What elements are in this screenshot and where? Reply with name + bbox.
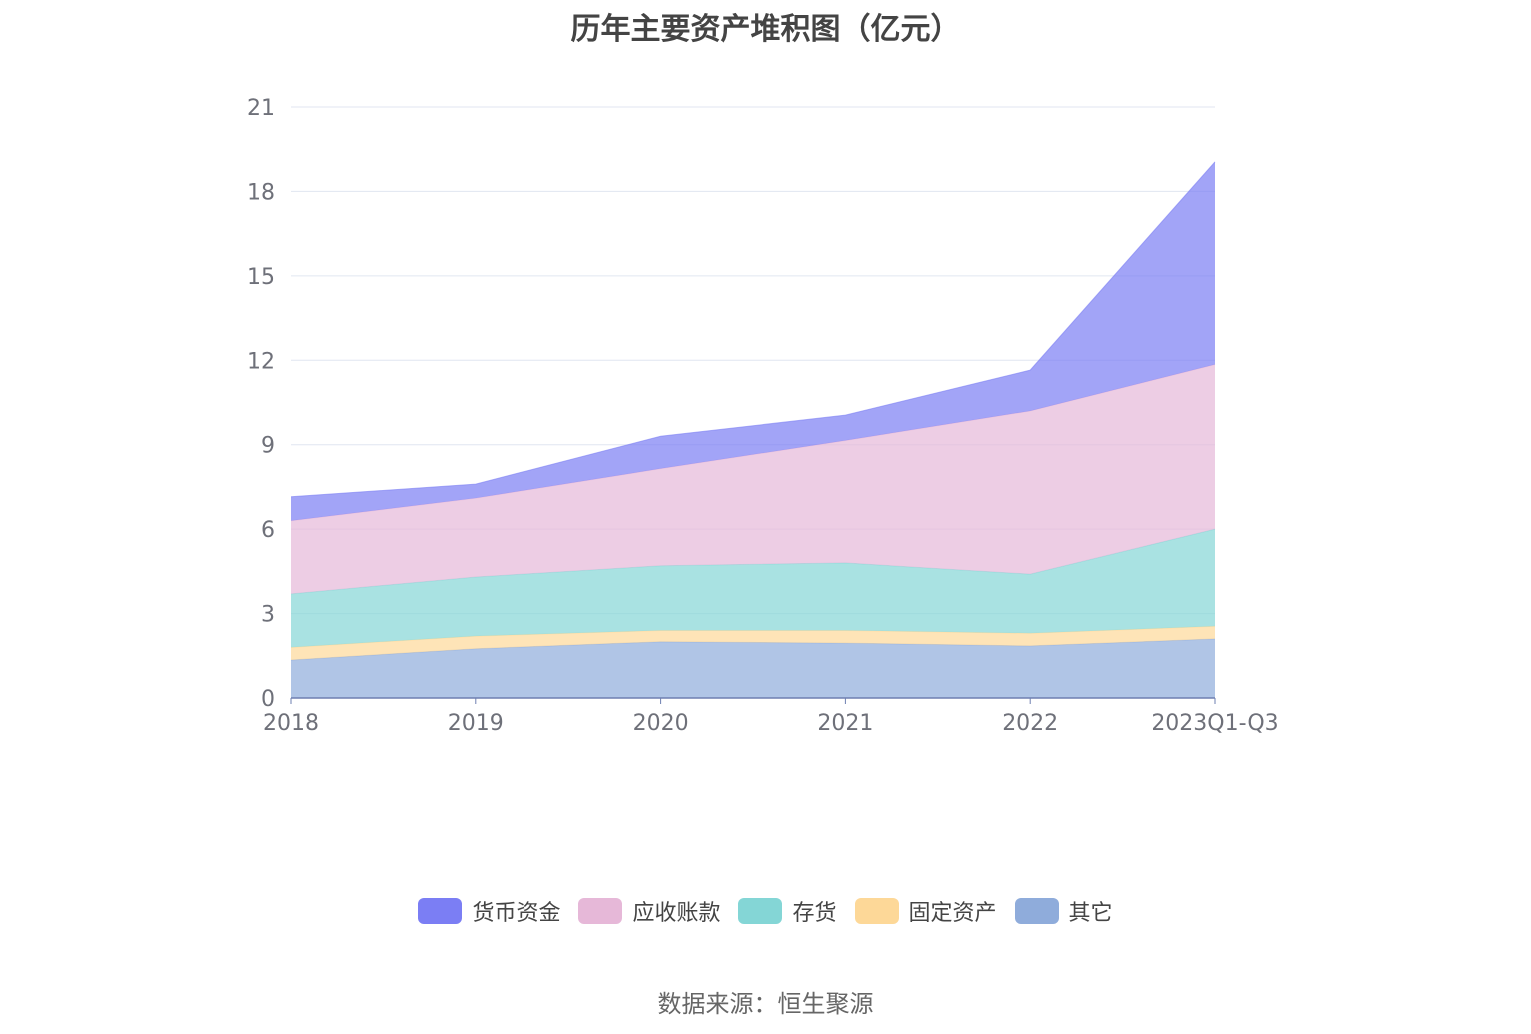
- y-tick-label: 9: [261, 434, 275, 459]
- legend-label-other: 其它: [1068, 901, 1113, 926]
- area-series-2: [291, 529, 1215, 648]
- x-tick-label: 2023Q1-Q3: [1151, 711, 1278, 736]
- y-tick-label: 15: [247, 265, 275, 290]
- x-tick-label: 2021: [817, 711, 873, 736]
- y-tick-label: 3: [261, 603, 275, 628]
- legend-swatch-inventory: [738, 898, 783, 924]
- area-series-3: [291, 364, 1215, 594]
- legend-item-receivables[interactable]: 应收账款: [578, 895, 720, 927]
- legend-item-cash[interactable]: 货币资金: [418, 895, 560, 927]
- area-series-0: [291, 638, 1215, 698]
- chart-title: 历年主要资产堆积图（亿元）: [570, 12, 961, 47]
- legend-swatch-other: [1014, 898, 1059, 924]
- y-tick-label: 0: [261, 687, 275, 712]
- legend-label-fixed-assets: 固定资产: [908, 901, 997, 926]
- legend-swatch-fixed-assets: [854, 898, 899, 924]
- legend-swatch-receivables: [578, 898, 623, 924]
- area-series-4: [291, 161, 1215, 521]
- y-tick-label: 18: [247, 180, 275, 205]
- legend-item-inventory[interactable]: 存货: [738, 895, 837, 927]
- x-tick-label: 2022: [1002, 711, 1058, 736]
- x-tick-label: 2020: [633, 711, 689, 736]
- y-tick-label: 12: [247, 349, 275, 374]
- legend-label-receivables: 应收账款: [632, 901, 721, 926]
- area-edge-3: [290, 364, 1216, 522]
- area-layers: [290, 161, 1216, 698]
- legend: 货币资金 应收账款 存货 固定资产 其它: [0, 895, 1531, 927]
- area-edge-4: [290, 161, 1216, 498]
- y-tick-label: 6: [261, 518, 275, 543]
- legend-swatch-cash: [418, 898, 463, 924]
- legend-item-other[interactable]: 其它: [1014, 895, 1113, 927]
- x-tick-label: 2019: [448, 711, 504, 736]
- legend-item-fixed-assets[interactable]: 固定资产: [854, 895, 997, 927]
- data-source-note: 数据来源：恒生聚源: [657, 990, 874, 1018]
- legend-label-cash: 货币资金: [472, 901, 561, 926]
- axes: 0 3 6 9 12 15 18 21 2018 2019 2020 2021 2022 2023Q1-Q…: [247, 96, 1279, 736]
- legend-label-inventory: 存货: [792, 901, 837, 926]
- x-tick-label: 2018: [263, 711, 319, 736]
- y-tick-label: 21: [247, 96, 275, 121]
